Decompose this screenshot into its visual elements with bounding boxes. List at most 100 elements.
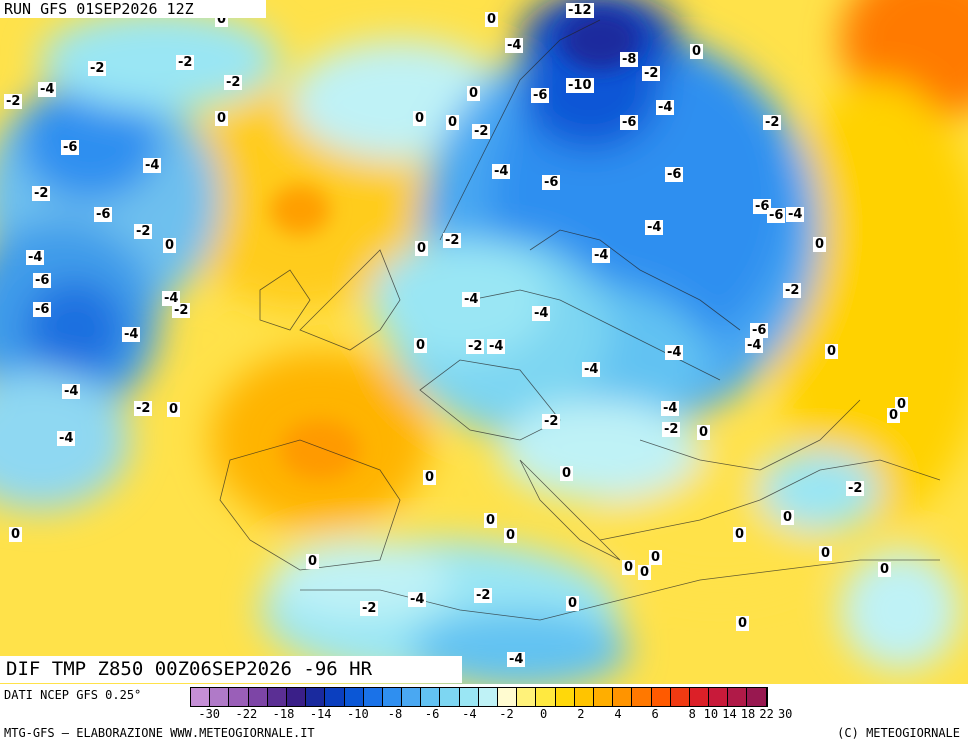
value-label: 0 <box>638 565 652 580</box>
legend-swatch <box>670 688 690 706</box>
legend-swatch <box>613 688 633 706</box>
legend-tick-label: 6 <box>651 707 659 721</box>
value-label: -2 <box>474 588 493 603</box>
value-label: -2 <box>224 75 243 90</box>
legend-swatch <box>229 688 249 706</box>
coastlines <box>219 19 941 621</box>
value-label: -4 <box>487 339 506 354</box>
value-label: 0 <box>9 527 23 542</box>
value-label: -6 <box>753 199 772 214</box>
legend-tick-label: 22 <box>759 707 774 721</box>
value-label: -6 <box>61 140 80 155</box>
value-label: -4 <box>532 306 551 321</box>
legend-tick-label: 18 <box>740 707 756 721</box>
legend-tick-label: -4 <box>462 707 477 721</box>
value-label: 0 <box>484 513 498 528</box>
value-label: 0 <box>306 554 320 569</box>
value-label: -4 <box>505 38 524 53</box>
value-label: -6 <box>665 167 684 182</box>
legend-tick-label: 4 <box>614 707 622 721</box>
legend-tick-label: 2 <box>577 707 585 721</box>
value-label: 0 <box>560 466 574 481</box>
credit-right: (C) METEOGIORNALE <box>837 726 960 740</box>
value-label: -4 <box>745 338 764 353</box>
value-label: -6 <box>94 207 113 222</box>
value-label: -2 <box>32 186 51 201</box>
legend-tick-label: 14 <box>722 707 737 721</box>
value-label: -8 <box>620 52 639 67</box>
value-label: 0 <box>697 425 711 440</box>
legend-swatch <box>325 688 345 706</box>
value-label: 0 <box>413 111 427 126</box>
value-label: -4 <box>656 100 675 115</box>
value-label: -4 <box>661 401 680 416</box>
value-label: 0 <box>167 402 181 417</box>
value-label: -10 <box>566 78 594 93</box>
value-label: -4 <box>592 248 611 263</box>
value-label: 0 <box>163 238 177 253</box>
value-label: -4 <box>507 652 526 667</box>
value-label: -2 <box>443 233 462 248</box>
value-label: -6 <box>542 175 561 190</box>
value-label: -6 <box>750 323 769 338</box>
value-label: -4 <box>582 362 601 377</box>
value-label: 0 <box>485 12 499 27</box>
legend-swatch <box>363 688 383 706</box>
value-label: -2 <box>846 481 865 496</box>
legend-tick-label: -30 <box>198 707 221 721</box>
footer-bar: DATI NCEP GFS 0.25° -30 -22 -18 -14 -10 -8 -6-… <box>0 684 968 745</box>
value-label: -4 <box>462 292 481 307</box>
legend-swatch <box>344 688 364 706</box>
legend-swatch <box>517 688 537 706</box>
value-label: -2 <box>176 55 195 70</box>
legend-swatch <box>555 688 575 706</box>
legend-swatch <box>728 688 748 706</box>
value-label: -4 <box>143 158 162 173</box>
value-label: 0 <box>566 596 580 611</box>
color-legend-bar <box>190 687 768 707</box>
legend-swatch <box>267 688 287 706</box>
value-label: 0 <box>423 470 437 485</box>
value-label: 0 <box>690 44 704 59</box>
value-label: -12 <box>566 3 594 18</box>
legend-swatch <box>536 688 556 706</box>
legend-tick-label: -2 <box>499 707 514 721</box>
legend-swatch <box>632 688 652 706</box>
value-label: 0 <box>215 111 229 126</box>
value-label: -2 <box>763 115 782 130</box>
legend-swatch <box>459 688 479 706</box>
value-label: -2 <box>88 61 107 76</box>
value-label: -4 <box>786 207 805 222</box>
value-label: 0 <box>887 408 901 423</box>
value-label: -4 <box>665 345 684 360</box>
value-label: 0 <box>813 237 827 252</box>
value-label: -2 <box>134 224 153 239</box>
value-label: -2 <box>542 414 561 429</box>
legend-tick-label: 0 <box>540 707 548 721</box>
data-source: DATI NCEP GFS 0.25° <box>4 688 142 702</box>
value-label: 0 <box>825 344 839 359</box>
value-label: -6 <box>33 273 52 288</box>
legend-swatch <box>402 688 422 706</box>
legend-swatch <box>421 688 441 706</box>
value-label: 0 <box>414 338 428 353</box>
value-label: -6 <box>33 302 52 317</box>
value-label: 0 <box>736 616 750 631</box>
value-label: -4 <box>122 327 141 342</box>
legend-tick-label: 30 <box>777 707 793 721</box>
value-label: -2 <box>662 422 681 437</box>
value-label: -4 <box>62 384 81 399</box>
legend-swatch <box>382 688 403 706</box>
value-label: -2 <box>172 303 191 318</box>
legend-tick-label: -8 <box>387 707 403 721</box>
value-label: -4 <box>38 82 57 97</box>
legend-tick-label: -14 <box>309 707 332 721</box>
field-title: DIF TMP Z850 00Z06SEP2026 -96 HR <box>0 656 462 683</box>
legend-swatch <box>191 688 211 706</box>
value-label: 0 <box>649 550 663 565</box>
credit-left: MTG-GFS — ELABORAZIONE WWW.METEOGIORNALE… <box>4 726 315 740</box>
value-label: -4 <box>645 220 664 235</box>
legend-swatch <box>440 688 460 706</box>
legend-swatch <box>306 688 326 706</box>
